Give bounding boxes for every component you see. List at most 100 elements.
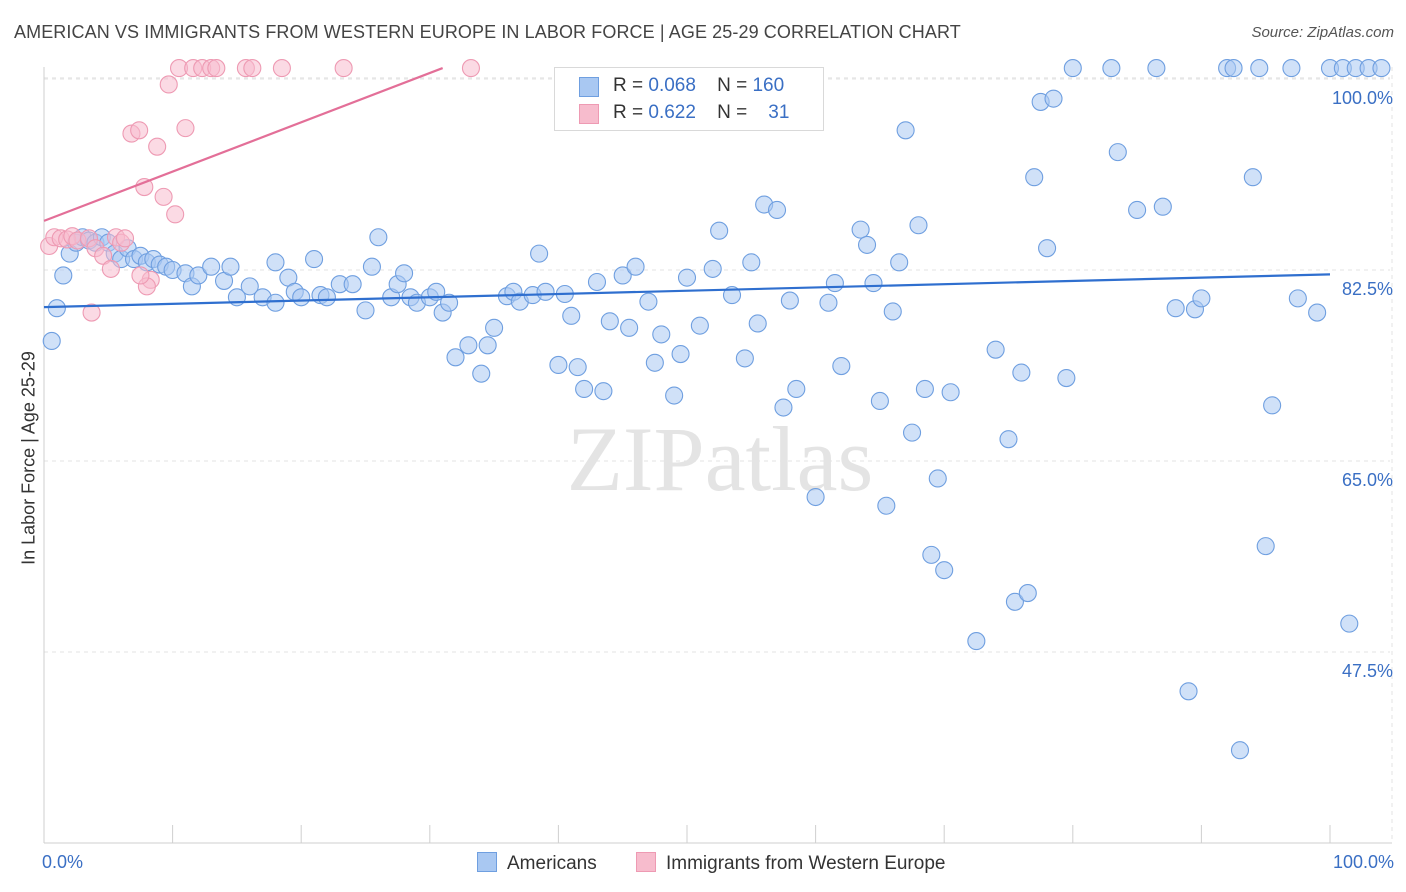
immigrant-point — [148, 137, 167, 156]
american-point — [1063, 59, 1082, 78]
american-point — [1044, 89, 1063, 108]
american-point — [317, 288, 336, 307]
stats-legend: R = 0.068 N = 160 R = 0.622 N = 31 — [554, 67, 824, 131]
immigrant-point — [461, 59, 481, 78]
american-point — [549, 355, 568, 375]
american-point — [857, 235, 877, 254]
axes-layer — [43, 67, 1392, 844]
n-label: N = — [717, 102, 748, 123]
immigrant-point — [243, 59, 262, 78]
american-point — [819, 293, 838, 312]
american-point — [1057, 369, 1076, 388]
american-point — [703, 259, 722, 278]
american-point — [1192, 289, 1211, 308]
american-point — [1005, 592, 1024, 611]
y-tick-label: 47.5% — [1342, 661, 1393, 681]
american-point — [710, 221, 729, 240]
american-point — [1256, 537, 1275, 556]
american-point — [787, 379, 806, 399]
american-point — [1038, 239, 1057, 258]
american-point — [568, 358, 587, 377]
american-point — [472, 364, 491, 383]
american-point — [369, 228, 388, 247]
american-point — [877, 496, 896, 515]
american-point — [1250, 59, 1269, 78]
american-point — [343, 275, 362, 294]
american-point — [356, 301, 375, 320]
american-point — [562, 306, 581, 325]
american-point — [1288, 289, 1307, 308]
immigrant-point — [131, 266, 150, 285]
american-point — [652, 325, 671, 344]
immigrant-point — [334, 59, 353, 78]
american-point — [1243, 168, 1262, 187]
american-point — [478, 336, 497, 355]
american-point — [883, 302, 902, 321]
x-tick-label-min: 0.0% — [42, 852, 84, 872]
american-point — [594, 382, 613, 401]
immigrant-point — [154, 187, 173, 206]
immigrant-point — [82, 303, 101, 322]
source-label: Source: ZipAtlas.com — [1251, 24, 1394, 41]
american-point — [639, 292, 658, 311]
r-value: 0.622 — [648, 102, 696, 123]
american-point — [626, 257, 645, 276]
americans-trend-line — [43, 273, 1331, 309]
american-point — [941, 383, 960, 402]
chart-title: AMERICAN VS IMMIGRANTS FROM WESTERN EURO… — [14, 22, 961, 42]
watermark: ZIPatlas — [567, 408, 874, 510]
american-point — [890, 253, 909, 272]
immigrant-point — [135, 178, 154, 197]
american-point — [864, 274, 883, 293]
american-point — [446, 348, 465, 367]
x-tick-label-max: 100.0% — [1332, 852, 1394, 872]
american-point — [485, 318, 504, 337]
american-point — [536, 282, 555, 301]
american-point — [870, 391, 889, 411]
y-axis-label: In Labor Force | Age 25-29 — [18, 351, 39, 565]
american-point — [613, 266, 632, 285]
american-point — [986, 340, 1005, 359]
trend-layer — [43, 67, 1331, 309]
american-point — [266, 293, 285, 312]
n-value: 160 — [752, 75, 785, 96]
american-point — [47, 299, 66, 318]
american-point — [1224, 59, 1243, 78]
american-point — [722, 286, 742, 305]
legend-item-immigrants: Immigrants from Western Europe — [636, 852, 945, 875]
american-point — [1282, 59, 1301, 78]
american-point — [1230, 741, 1250, 760]
n-value: 31 — [768, 102, 790, 123]
american-point — [620, 318, 639, 337]
american-point — [362, 257, 381, 276]
american-point — [530, 244, 549, 263]
american-point — [902, 423, 922, 442]
y-tick-label: 100.0% — [1332, 88, 1393, 108]
american-point — [806, 487, 825, 507]
american-point — [600, 312, 619, 331]
american-point — [1128, 200, 1147, 220]
immigrants-legend-swatch — [636, 852, 656, 872]
american-point — [189, 266, 208, 285]
american-point — [767, 200, 787, 220]
american-point — [1153, 197, 1172, 216]
immigrant-point — [176, 119, 195, 138]
american-point — [748, 314, 767, 333]
american-point — [202, 257, 221, 276]
american-point — [774, 398, 793, 417]
americans-swatch — [579, 77, 599, 97]
american-point — [1012, 363, 1031, 382]
legend-item-americans: Americans — [477, 852, 597, 875]
american-point — [1372, 59, 1391, 78]
american-point — [1340, 614, 1359, 633]
american-point — [896, 121, 915, 140]
american-point — [1102, 59, 1121, 78]
american-point — [735, 349, 754, 368]
immigrant-point — [207, 59, 226, 78]
american-point — [1179, 682, 1198, 701]
american-point — [292, 288, 311, 307]
american-point — [690, 316, 709, 335]
american-point — [1263, 396, 1282, 415]
americans-legend-swatch — [477, 852, 497, 872]
american-point — [1018, 584, 1037, 603]
